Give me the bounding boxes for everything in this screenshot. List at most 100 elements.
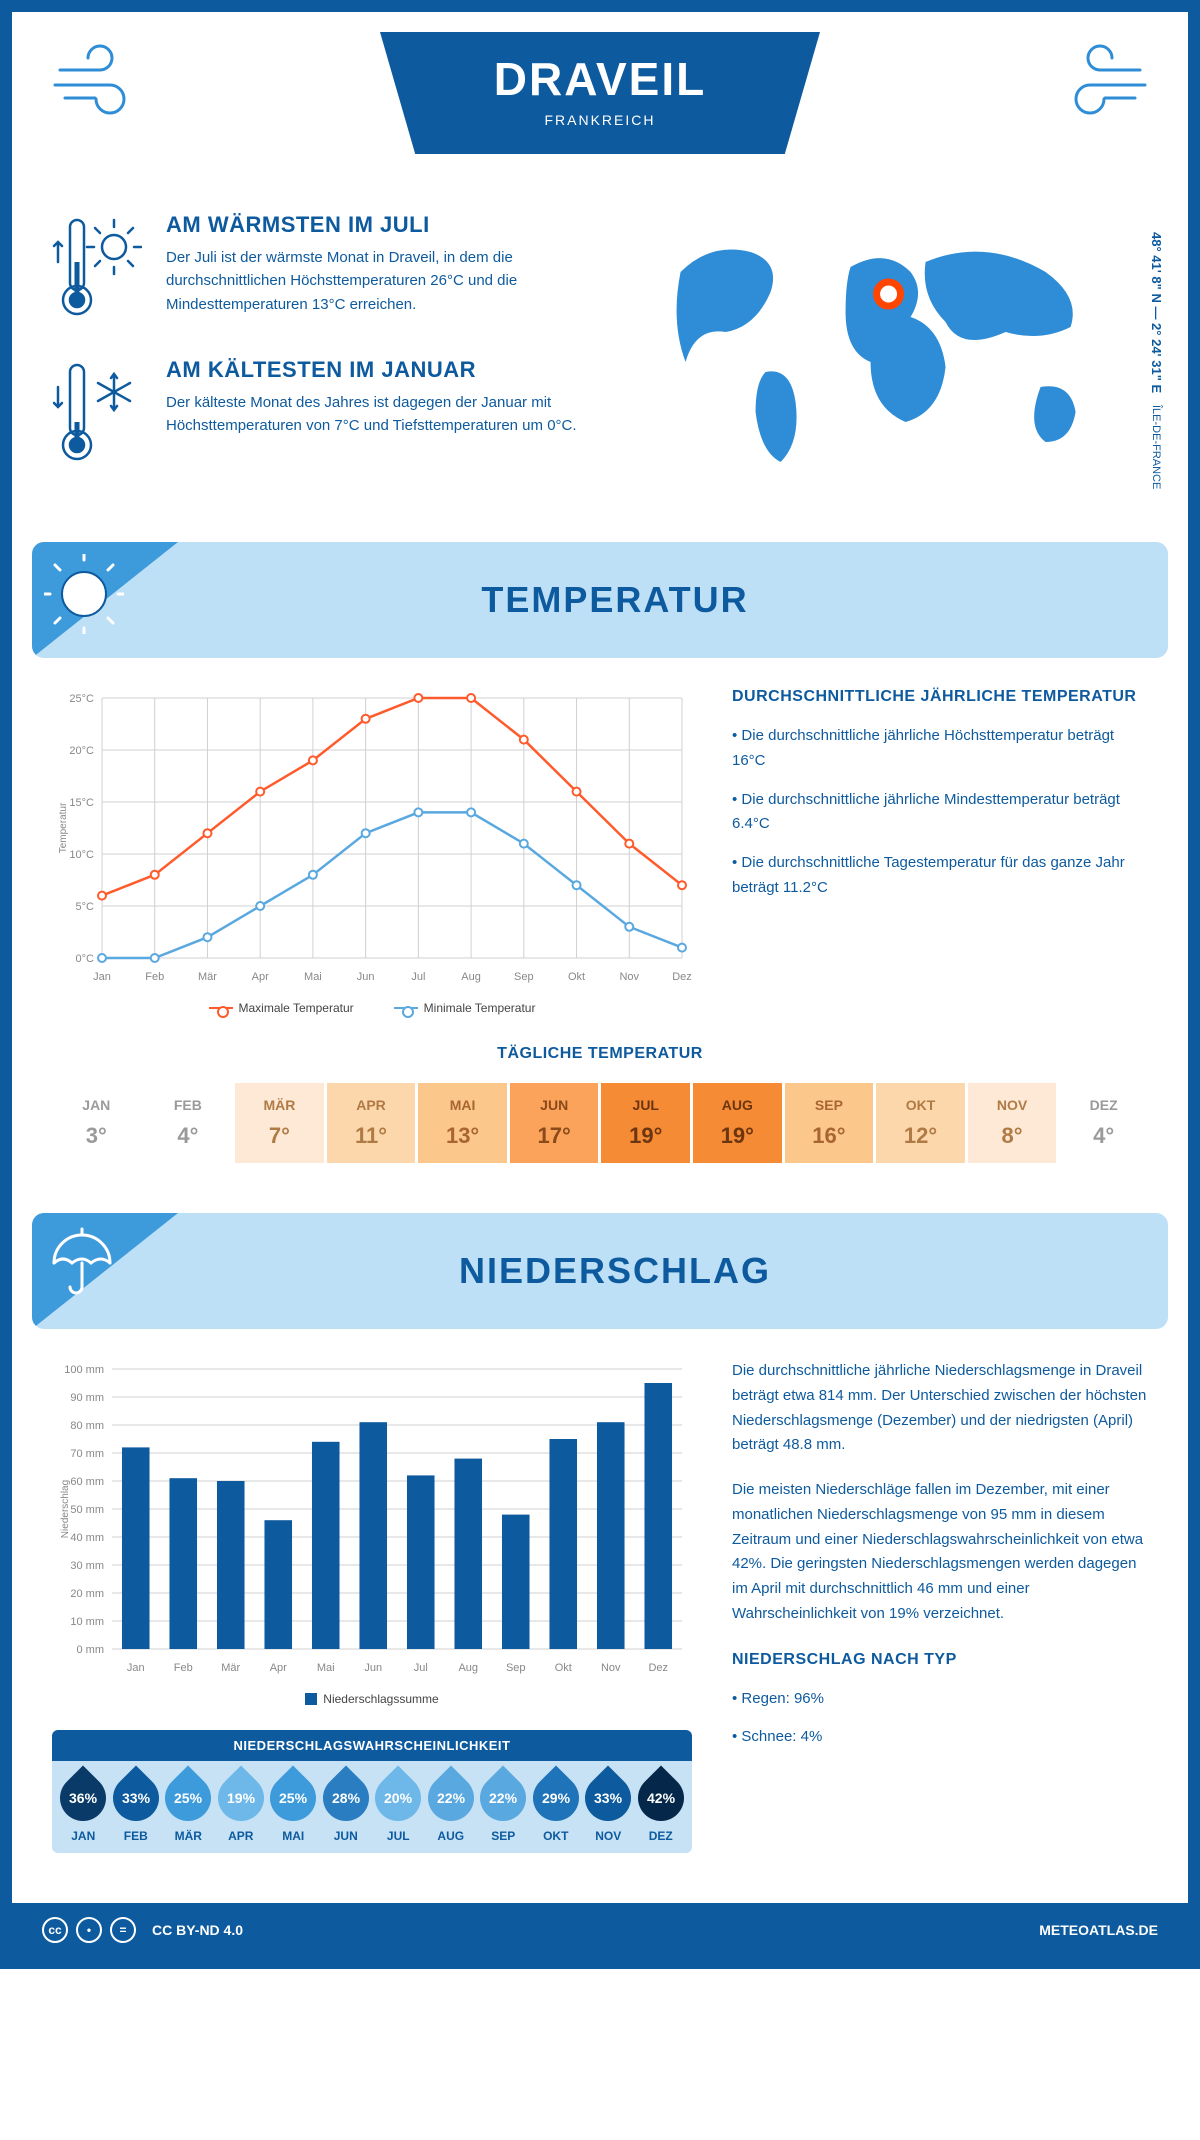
temp-bullet: Die durchschnittliche jährliche Mindestt… <box>732 788 1148 838</box>
svg-text:Jan: Jan <box>127 1662 145 1674</box>
svg-text:80 mm: 80 mm <box>70 1420 104 1432</box>
intro-section: AM WÄRMSTEN IM JULI Der Juli ist der wär… <box>12 212 1188 532</box>
temperature-heading: TEMPERATUR <box>182 579 1168 621</box>
svg-text:Mär: Mär <box>221 1662 240 1674</box>
svg-text:Mai: Mai <box>317 1662 335 1674</box>
precipitation-heading: NIEDERSCHLAG <box>182 1250 1168 1292</box>
header: DRAVEIL FRANKREICH <box>12 12 1188 212</box>
svg-text:Mär: Mär <box>198 971 217 983</box>
probability-drop: 20%JUL <box>373 1775 424 1843</box>
probability-drop: 19%APR <box>216 1775 267 1843</box>
site-name: METEOATLAS.DE <box>1039 1922 1158 1938</box>
temp-cell: AUG19° <box>693 1083 782 1163</box>
svg-text:Jun: Jun <box>364 1662 382 1674</box>
thermometer-sun-icon <box>52 212 142 327</box>
temp-cell: APR11° <box>327 1083 416 1163</box>
probability-drop: 42%DEZ <box>636 1775 687 1843</box>
svg-text:70 mm: 70 mm <box>70 1448 104 1460</box>
sun-icon <box>44 554 124 634</box>
chart-legend: Niederschlagssumme <box>52 1692 692 1706</box>
nd-icon: = <box>110 1917 136 1943</box>
svg-text:Jan: Jan <box>93 971 111 983</box>
temp-cell: SEP16° <box>785 1083 874 1163</box>
svg-text:50 mm: 50 mm <box>70 1504 104 1516</box>
svg-text:10 mm: 10 mm <box>70 1616 104 1628</box>
svg-text:Jul: Jul <box>411 971 425 983</box>
temp-cell: MAI13° <box>418 1083 507 1163</box>
country-name: FRANKREICH <box>380 112 820 128</box>
temperature-banner: TEMPERATUR <box>32 542 1168 658</box>
probability-drop: 22%AUG <box>426 1775 477 1843</box>
svg-text:10°C: 10°C <box>69 849 94 861</box>
probability-drop: 33%FEB <box>111 1775 162 1843</box>
warmest-title: AM WÄRMSTEN IM JULI <box>166 212 593 238</box>
svg-text:Feb: Feb <box>174 1662 193 1674</box>
thermometer-snow-icon <box>52 357 142 472</box>
svg-text:0 mm: 0 mm <box>77 1644 105 1656</box>
coldest-title: AM KÄLTESTEN IM JANUAR <box>166 357 593 383</box>
temp-bullet: Die durchschnittliche jährliche Höchstte… <box>732 724 1148 774</box>
temp-cell: MÄR7° <box>235 1083 324 1163</box>
svg-text:Jul: Jul <box>414 1662 428 1674</box>
svg-text:100 mm: 100 mm <box>64 1364 104 1376</box>
precip-para: Die meisten Niederschläge fallen im Deze… <box>732 1478 1148 1627</box>
svg-text:0°C: 0°C <box>76 953 95 965</box>
coldest-fact: AM KÄLTESTEN IM JANUAR Der kälteste Mona… <box>52 357 593 472</box>
probability-drop: 28%JUN <box>321 1775 372 1843</box>
warmest-text: Der Juli ist der wärmste Monat in Dravei… <box>166 246 593 316</box>
svg-text:Nov: Nov <box>601 1662 621 1674</box>
precip-type-item: Schnee: 4% <box>732 1725 1148 1750</box>
temp-cell: JUN17° <box>510 1083 599 1163</box>
svg-text:Apr: Apr <box>252 971 269 983</box>
svg-text:Nov: Nov <box>619 971 639 983</box>
svg-text:Jun: Jun <box>357 971 375 983</box>
svg-text:Feb: Feb <box>145 971 164 983</box>
probability-drop: 29%OKT <box>531 1775 582 1843</box>
svg-text:Mai: Mai <box>304 971 322 983</box>
precipitation-probability: NIEDERSCHLAGSWAHRSCHEINLICHKEIT 36%JAN33… <box>52 1706 692 1853</box>
precip-type-title: NIEDERSCHLAG NACH TYP <box>732 1651 1148 1669</box>
svg-text:40 mm: 40 mm <box>70 1532 104 1544</box>
svg-text:Sep: Sep <box>514 971 534 983</box>
temp-summary-title: DURCHSCHNITTLICHE JÄHRLICHE TEMPERATUR <box>732 688 1148 706</box>
prob-title: NIEDERSCHLAGSWAHRSCHEINLICHKEIT <box>52 1730 692 1761</box>
svg-text:Okt: Okt <box>555 1662 572 1674</box>
temp-cell: OKT12° <box>876 1083 965 1163</box>
chart-legend: Maximale Temperatur Minimale Temperatur <box>52 1001 692 1015</box>
world-map-icon <box>633 212 1148 482</box>
coldest-text: Der kälteste Monat des Jahres ist dagege… <box>166 391 593 438</box>
svg-text:30 mm: 30 mm <box>70 1560 104 1572</box>
probability-drop: 25%MÄR <box>163 1775 214 1843</box>
cc-icon: cc <box>42 1917 68 1943</box>
probability-drop: 22%SEP <box>478 1775 529 1843</box>
warmest-fact: AM WÄRMSTEN IM JULI Der Juli ist der wär… <box>52 212 593 327</box>
temp-cell: NOV8° <box>968 1083 1057 1163</box>
location-marker-icon <box>876 282 900 306</box>
precip-type-item: Regen: 96% <box>732 1687 1148 1712</box>
by-icon: • <box>76 1917 102 1943</box>
precipitation-banner: NIEDERSCHLAG <box>32 1213 1168 1329</box>
svg-text:Sep: Sep <box>506 1662 526 1674</box>
wind-decoration-icon <box>1050 40 1150 135</box>
daily-temp-title: TÄGLICHE TEMPERATUR <box>52 1045 1148 1063</box>
temp-cell: JAN3° <box>52 1083 141 1163</box>
svg-text:60 mm: 60 mm <box>70 1476 104 1488</box>
svg-text:20 mm: 20 mm <box>70 1588 104 1600</box>
precipitation-summary: Die durchschnittliche jährliche Niedersc… <box>732 1359 1148 1853</box>
svg-text:Apr: Apr <box>270 1662 287 1674</box>
temp-cell: DEZ4° <box>1059 1083 1148 1163</box>
svg-text:25°C: 25°C <box>69 693 94 705</box>
footer: cc • = CC BY-ND 4.0 METEOATLAS.DE <box>12 1903 1188 1957</box>
svg-text:90 mm: 90 mm <box>70 1392 104 1404</box>
svg-text:Okt: Okt <box>568 971 585 983</box>
temperature-summary: DURCHSCHNITTLICHE JÄHRLICHE TEMPERATUR D… <box>732 688 1148 1015</box>
svg-text:Aug: Aug <box>458 1662 478 1674</box>
temp-cell: JUL19° <box>601 1083 690 1163</box>
wind-decoration-icon <box>50 40 150 135</box>
svg-text:Temperatur: Temperatur <box>58 802 69 853</box>
temp-cell: FEB4° <box>144 1083 233 1163</box>
svg-text:15°C: 15°C <box>69 797 94 809</box>
svg-text:20°C: 20°C <box>69 745 94 757</box>
precip-para: Die durchschnittliche jährliche Niedersc… <box>732 1359 1148 1458</box>
probability-drop: 33%NOV <box>583 1775 634 1843</box>
